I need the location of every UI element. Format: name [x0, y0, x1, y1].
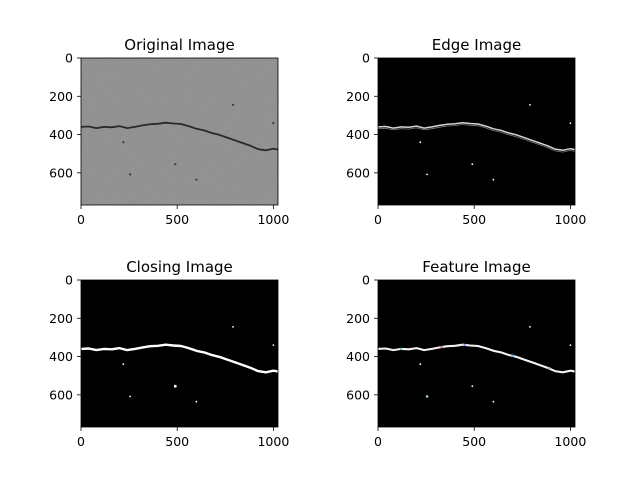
speck [471, 385, 474, 388]
feature-point [548, 366, 551, 370]
x-tick-label: 500 [165, 212, 189, 227]
y-tick-label: 200 [49, 89, 73, 104]
crack-line [378, 343, 575, 374]
panel-3: Closing Image 0 500 1000 0 200 400 600 [49, 258, 289, 449]
image-background [81, 280, 278, 427]
speck [232, 326, 234, 328]
speck [419, 141, 422, 144]
image-sheen [81, 58, 278, 205]
speck [529, 104, 531, 106]
x-tick-label: 0 [374, 434, 382, 449]
y-tick-label: 200 [49, 311, 73, 326]
y-tick-label: 200 [346, 311, 370, 326]
speck [529, 326, 531, 328]
y-tick-label: 0 [362, 273, 370, 288]
x-tick-label: 0 [77, 212, 85, 227]
y-tick-label: 0 [65, 51, 73, 66]
crack-line [378, 121, 575, 152]
speck [569, 122, 572, 124]
x-tick-label: 500 [165, 434, 189, 449]
speck [173, 384, 177, 388]
crack-line [81, 343, 278, 374]
y-tick-label: 400 [346, 349, 370, 364]
panel-2: Edge Image 0 500 1000 0 200 400 600 [346, 36, 586, 227]
x-tick-label: 1000 [554, 212, 586, 227]
image-background [378, 280, 575, 427]
speck [425, 395, 429, 398]
speck [492, 178, 495, 181]
speck [272, 344, 275, 346]
axes-frame [377, 57, 576, 206]
x-tick-label: 1000 [257, 434, 289, 449]
panel-image [81, 280, 278, 427]
x-tick-label: 0 [77, 434, 85, 449]
crack-line [81, 121, 278, 152]
speck [195, 178, 198, 181]
axes-frame [80, 57, 279, 206]
x-tick-label: 0 [374, 212, 382, 227]
image-background [378, 58, 575, 205]
x-tick-label: 1000 [554, 434, 586, 449]
y-tick-label: 400 [49, 127, 73, 142]
y-tick-label: 0 [65, 273, 73, 288]
speck [129, 173, 132, 176]
speck [129, 395, 132, 398]
speck [492, 400, 495, 403]
panel-title: Edge Image [432, 36, 522, 54]
x-tick-label: 500 [462, 212, 486, 227]
panel-1: Original Image 0 500 1000 0 200 400 600 [49, 36, 289, 227]
speck [272, 122, 275, 125]
y-tick-label: 200 [346, 89, 370, 104]
panel-image [378, 280, 575, 427]
y-tick-label: 400 [49, 349, 73, 364]
panel-title: Feature Image [422, 258, 530, 276]
y-tick-label: 400 [346, 127, 370, 142]
y-tick-label: 0 [362, 51, 370, 66]
panel-title: Original Image [124, 36, 234, 54]
speck [174, 163, 177, 166]
speck [419, 363, 422, 366]
y-tick-label: 600 [49, 165, 73, 180]
panel-4: Feature Image 0 500 1000 0 200 400 600 [346, 258, 586, 449]
axes-frame [377, 279, 576, 428]
x-tick-label: 1000 [257, 212, 289, 227]
speck [231, 103, 235, 106]
feature-point [511, 354, 514, 357]
y-tick-label: 600 [346, 165, 370, 180]
speck [471, 163, 474, 166]
speck [569, 344, 572, 346]
y-tick-label: 600 [49, 387, 73, 402]
panel-title: Closing Image [126, 258, 233, 276]
panel-image [378, 58, 575, 205]
crack-edge-lower [378, 124, 575, 153]
x-tick-label: 500 [462, 434, 486, 449]
feature-point [399, 347, 403, 351]
speck [122, 141, 125, 144]
y-tick-label: 600 [346, 387, 370, 402]
image-background [81, 58, 278, 205]
speck [195, 400, 198, 403]
speck [122, 363, 125, 366]
panel-image [81, 58, 278, 205]
axes-frame [80, 279, 279, 428]
feature-point [463, 343, 466, 347]
feature-point [440, 345, 443, 349]
speck [426, 173, 428, 176]
